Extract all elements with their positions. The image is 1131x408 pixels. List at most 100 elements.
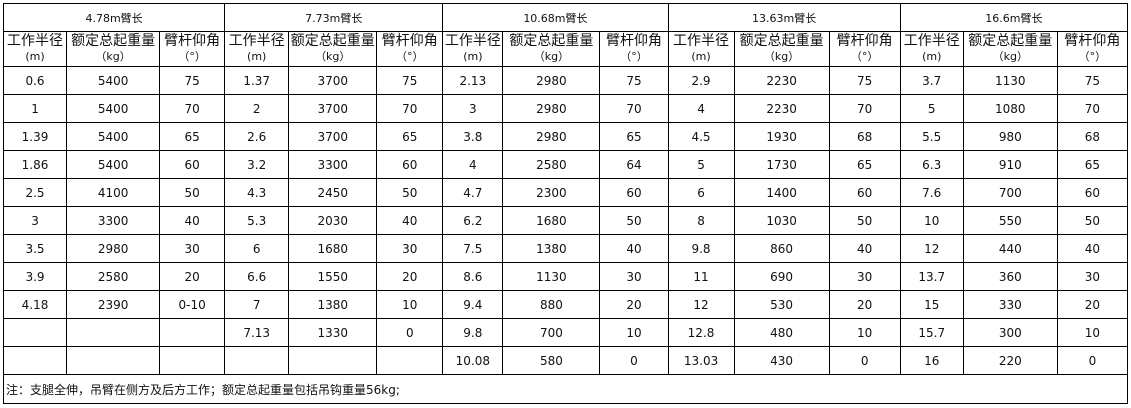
radius-cell: 5.3 — [224, 206, 290, 235]
table-row: 3.5 2980 30 6 1680 30 7.5 1380 40 9.8 860 40 12 440 40 — [2, 234, 1129, 263]
header-unit: （kg） — [95, 50, 131, 63]
angle-cell: 75 — [599, 66, 669, 95]
header-unit: （kg） — [992, 50, 1028, 63]
load-cell: 1550 — [288, 262, 378, 291]
load-cell: 700 — [962, 178, 1058, 207]
column-header-radius: 工作半径 (m) — [899, 31, 964, 67]
load-cell: 2230 — [733, 66, 830, 95]
load-cell: 2390 — [66, 290, 161, 319]
angle-cell: 20 — [159, 262, 226, 291]
radius-cell: 16 — [899, 346, 964, 375]
angle-cell: 0 — [828, 346, 901, 375]
angle-cell: 70 — [599, 94, 669, 123]
radius-cell: 12 — [667, 290, 735, 319]
angle-cell: 40 — [159, 206, 226, 235]
angle-cell: 10 — [376, 290, 444, 319]
header-unit: (m) — [691, 50, 711, 63]
header-unit: (m) — [25, 50, 45, 63]
header-label: 工作半径 — [903, 33, 960, 49]
note-text: 注：支腿全伸，吊臂在侧方及后方工作；额定总起重量包括吊钩重量56kg; — [3, 374, 1128, 404]
load-cell: 2580 — [502, 150, 601, 179]
angle-cell: 20 — [1056, 290, 1129, 319]
column-header-load: 额定总起重量 （kg） — [66, 31, 161, 67]
table-row: 3.9 2580 20 6.6 1550 20 8.6 1130 30 11 690 30 13.7 36… — [2, 262, 1129, 291]
load-cell: 4100 — [66, 178, 161, 207]
radius-cell: 6 — [224, 234, 290, 263]
load-cell — [288, 346, 378, 375]
radius-cell: 2.13 — [442, 66, 504, 95]
angle-cell: 75 — [1056, 66, 1129, 95]
angle-cell — [159, 318, 226, 347]
angle-cell: 64 — [599, 150, 669, 179]
radius-cell: 13.7 — [899, 262, 964, 291]
header-label: 臂杆仰角 — [1064, 33, 1121, 49]
angle-cell: 30 — [599, 262, 669, 291]
load-cell: 1030 — [733, 206, 830, 235]
angle-cell: 60 — [599, 178, 669, 207]
angle-cell: 10 — [1056, 318, 1129, 347]
radius-cell: 2.6 — [224, 122, 290, 151]
header-unit: （kg） — [315, 50, 351, 63]
radius-cell: 3.2 — [224, 150, 290, 179]
load-cell: 5400 — [66, 150, 161, 179]
radius-cell: 2.9 — [667, 66, 735, 95]
table-row: 1.86 5400 60 3.2 3300 60 4 2580 64 5 1730 65 6.3 910 6… — [2, 150, 1129, 179]
radius-cell: 15.7 — [899, 318, 964, 347]
angle-cell: 75 — [376, 66, 444, 95]
load-cell — [66, 318, 161, 347]
header-unit: (m) — [922, 50, 942, 63]
radius-cell: 9.8 — [667, 234, 735, 263]
header-label: 臂杆仰角 — [164, 33, 221, 49]
angle-cell: 10 — [828, 318, 901, 347]
radius-cell: 8 — [667, 206, 735, 235]
angle-cell: 0-10 — [159, 290, 226, 319]
section-title: 16.6m臂长 — [899, 3, 1129, 32]
radius-cell — [2, 318, 68, 347]
angle-cell: 30 — [159, 234, 226, 263]
load-cell: 700 — [502, 318, 601, 347]
column-header-row: 工作半径 (m) 额定总起重量 （kg） 臂杆仰角 （°） 工作半径 (m) 额定总起重量 （kg… — [2, 31, 1129, 67]
column-header-radius: 工作半径 (m) — [224, 31, 290, 67]
column-header-angle: 臂杆仰角 （°） — [376, 31, 444, 67]
load-cell: 2580 — [66, 262, 161, 291]
load-cell: 2300 — [502, 178, 601, 207]
angle-cell: 40 — [828, 234, 901, 263]
radius-cell: 4 — [667, 94, 735, 123]
section-title: 13.63m臂长 — [667, 3, 901, 32]
header-label: 工作半径 — [673, 33, 730, 49]
radius-cell: 4 — [442, 150, 504, 179]
load-cell: 1400 — [733, 178, 830, 207]
radius-cell — [2, 346, 68, 375]
load-cell: 5400 — [66, 66, 161, 95]
section-title: 4.78m臂长 — [2, 3, 226, 32]
angle-cell: 60 — [828, 178, 901, 207]
column-header-load: 额定总起重量 （kg） — [962, 31, 1058, 67]
angle-cell: 60 — [376, 150, 444, 179]
radius-cell: 8.6 — [442, 262, 504, 291]
angle-cell: 75 — [828, 66, 901, 95]
radius-cell: 4.18 — [2, 290, 68, 319]
load-cell: 300 — [962, 318, 1058, 347]
angle-cell: 70 — [376, 94, 444, 123]
angle-cell: 20 — [599, 290, 669, 319]
load-cell: 2030 — [288, 206, 378, 235]
radius-cell: 0.6 — [2, 66, 68, 95]
header-label: 臂杆仰角 — [381, 33, 438, 49]
radius-cell: 1.86 — [2, 150, 68, 179]
load-cell: 2980 — [66, 234, 161, 263]
table-row: 10.08 580 0 13.03 430 0 16 220 0 — [2, 346, 1129, 375]
angle-cell: 0 — [1056, 346, 1129, 375]
radius-cell: 2.5 — [2, 178, 68, 207]
load-cell: 5400 — [66, 122, 161, 151]
radius-cell: 4.5 — [667, 122, 735, 151]
radius-cell: 6.2 — [442, 206, 504, 235]
table-row: 7.13 1330 0 9.8 700 10 12.8 480 10 15.7 300 10 — [2, 318, 1129, 347]
load-cell: 440 — [962, 234, 1058, 263]
angle-cell: 30 — [1056, 262, 1129, 291]
radius-cell: 2 — [224, 94, 290, 123]
header-label: 工作半径 — [228, 33, 285, 49]
angle-cell: 10 — [599, 318, 669, 347]
load-cell: 5400 — [66, 94, 161, 123]
header-label: 工作半径 — [7, 33, 64, 49]
angle-cell: 40 — [376, 206, 444, 235]
